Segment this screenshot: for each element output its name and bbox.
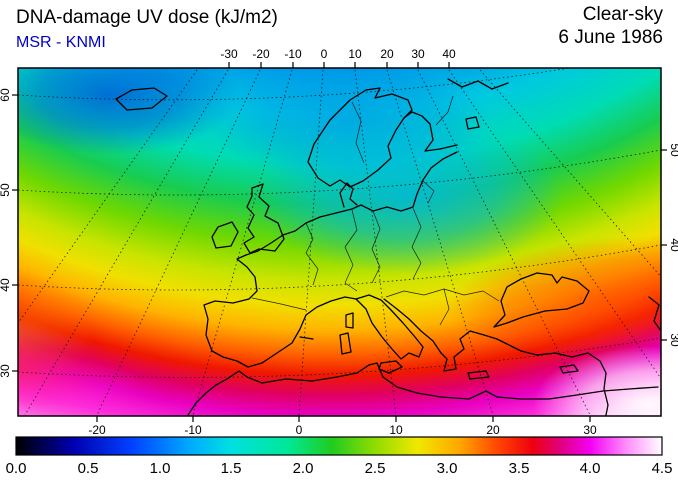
right-tick-label: 30: [668, 333, 678, 347]
coast-north-africa: [187, 362, 659, 416]
top-tick-label: 0: [321, 47, 328, 61]
border-pyrenees: [251, 297, 307, 311]
top-tick-label: 10: [348, 47, 362, 61]
coast-ireland: [211, 221, 239, 249]
country-borders: [251, 95, 500, 326]
coast-west-europe-iberia: [203, 208, 357, 368]
central-europe-low-blob: [253, 118, 563, 274]
bottom-tick-label: 20: [486, 423, 500, 437]
right-tick-label: 50: [668, 143, 678, 157]
colorbar-tick-label: 1.5: [221, 460, 242, 477]
left-tick-label: 50: [0, 183, 12, 197]
border-baltics: [422, 180, 435, 204]
coast-white-sea: [447, 78, 509, 90]
top-tick-label: 40: [442, 47, 456, 61]
coast-turkey-levant: [496, 338, 609, 416]
parallel-40n: [18, 244, 661, 291]
bottom-tick-label: -20: [88, 423, 106, 437]
coast-corsica: [345, 312, 354, 329]
coast-balkans-greece: [383, 298, 498, 372]
colorbar-tick-label: 3.5: [509, 460, 530, 477]
coast-denmark: [339, 182, 358, 208]
colorbar-tick-label: 1.0: [150, 460, 171, 477]
data-source-label: MSR - KNMI: [16, 34, 106, 51]
colorbar-gradient: [15, 436, 663, 456]
coast-scandinavia: [307, 87, 413, 188]
border-norway-sweden: [351, 101, 365, 164]
coast-balearics: [299, 336, 314, 340]
border-france-east: [305, 222, 319, 286]
parallel-30n: [18, 337, 661, 378]
top-tick-label: 20: [380, 47, 394, 61]
colorbar-tick-label: 4.5: [652, 460, 673, 477]
border-germany-east: [371, 210, 381, 284]
colorbar-tick-label: 4.0: [580, 460, 601, 477]
top-tick-label: -20: [252, 47, 270, 61]
parallel-60n: [18, 68, 573, 101]
top-tick-label: -10: [284, 47, 302, 61]
border-germany-west: [344, 209, 358, 292]
coast-black-sea: [493, 272, 590, 328]
coast-crete: [467, 370, 490, 380]
southwest-magenta-blob: [18, 350, 149, 416]
coast-italy: [355, 294, 424, 360]
right-axis: 50 40 30: [661, 143, 678, 347]
top-tick-label: 30: [411, 47, 425, 61]
bottom-axis: -20 -10 0 10 20 30: [88, 416, 597, 437]
left-tick-label: 30: [0, 364, 12, 378]
top-tick-label: -30: [220, 47, 238, 61]
page-title: DNA-damage UV dose (kJ/m2): [16, 7, 278, 28]
map-frame: [17, 67, 662, 417]
colorbar-tick-label: 0.0: [6, 460, 27, 477]
coast-baltic: [351, 151, 458, 212]
meridian-10e: [354, 69, 397, 416]
bottom-tick-label: 10: [389, 423, 403, 437]
sahara-max-blob: [533, 346, 661, 416]
coast-finland: [403, 111, 458, 152]
left-axis: 60 50 40 30: [0, 88, 18, 378]
bottom-tick-label: 30: [583, 423, 597, 437]
uv-dose-field: [18, 68, 661, 416]
bottom-tick-label: -10: [184, 423, 202, 437]
coast-sardinia: [339, 332, 352, 355]
coast-cyprus: [559, 364, 579, 374]
arctic-low-blob: [18, 68, 240, 155]
coastlines: [115, 78, 661, 416]
date-label: 6 June 1986: [558, 27, 663, 48]
border-finland-russia: [435, 95, 454, 126]
coast-iceland: [115, 87, 168, 111]
colorbar-tick-label: 2.0: [293, 460, 314, 477]
colorbar: 0.0 0.5 1.0 1.5 2.0 2.5 3.0 3.5 4.0 4.5: [6, 436, 673, 477]
right-tick-label: 40: [668, 238, 678, 252]
colorbar-tick-label: 3.0: [437, 460, 458, 477]
turkey-high-blob: [445, 236, 661, 356]
left-tick-label: 60: [0, 88, 12, 102]
parallel-50n: [18, 149, 661, 196]
meridian-40e: [448, 69, 661, 380]
bottom-tick-label: 0: [296, 423, 303, 437]
colorbar-tick-label: 2.5: [365, 460, 386, 477]
border-balkans: [439, 288, 450, 326]
coast-caspian: [648, 296, 661, 332]
left-tick-label: 40: [0, 278, 12, 292]
meridian-50e: [479, 69, 661, 278]
lake-ladoga: [465, 116, 480, 130]
meridian-40w: [18, 69, 198, 324]
sky-condition-label: Clear-sky: [583, 4, 664, 25]
coast-great-britain: [243, 183, 285, 254]
border-poland-east: [411, 207, 422, 280]
top-axis: -30 -20 -10 0 10 20 30 40: [220, 47, 456, 68]
colorbar-tick-label: 0.5: [78, 460, 99, 477]
